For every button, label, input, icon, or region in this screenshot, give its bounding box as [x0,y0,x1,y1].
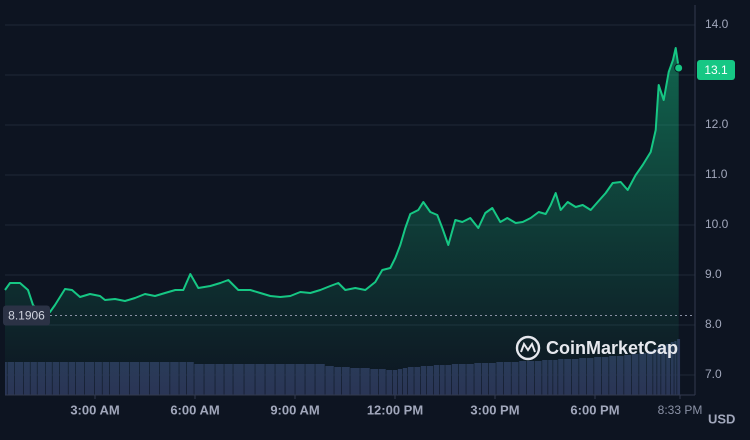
y-tick-label: 14.0 [705,17,729,31]
plot [4,47,695,395]
x-tick-label: 3:00 PM [470,402,519,417]
y-tick-label: 12.0 [705,117,729,131]
currency-label: USD [708,411,735,426]
x-tick-label: 6:00 PM [570,402,619,417]
last-price-label: 13.1 [704,63,728,77]
logo-icon [515,335,541,361]
y-tick-label: 9.0 [705,267,722,281]
x-tick-label: 8:33 PM [658,403,703,417]
brand-text: CoinMarketCap [546,338,678,358]
price-line [4,47,680,314]
area [5,48,679,395]
logo-mark [520,341,536,353]
open-price-badge [3,305,50,326]
watermark: CoinMarketCap [515,335,678,361]
x-tick-label: 12:00 PM [367,402,423,417]
y-tick-label: 11.0 [705,167,728,181]
x-tick-label: 6:00 AM [170,402,219,417]
y-tick-label: 10.0 [705,217,729,231]
open-price-label: 8.1906 [8,309,45,323]
y-tick-label: 8.0 [705,317,722,331]
last-point [674,63,684,73]
last-price-badge [697,60,735,80]
x-tick-label: 3:00 AM [70,402,119,417]
x-tick-label: 9:00 AM [270,402,319,417]
y-tick-label: 7.0 [705,367,722,381]
